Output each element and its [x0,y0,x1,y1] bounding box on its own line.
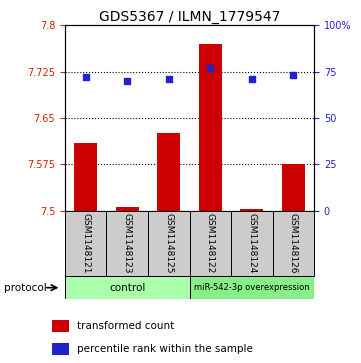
Bar [52,343,69,355]
Text: GSM1148121: GSM1148121 [81,213,90,273]
Text: GSM1148123: GSM1148123 [123,213,132,273]
Text: GSM1148122: GSM1148122 [206,213,215,273]
Bar [190,276,314,299]
Bar [106,211,148,276]
Text: GSM1148124: GSM1148124 [247,213,256,273]
Text: miR-542-3p overexpression: miR-542-3p overexpression [194,283,310,292]
Bar [199,44,222,211]
Bar [157,133,180,211]
Title: GDS5367 / ILMN_1779547: GDS5367 / ILMN_1779547 [99,11,280,24]
Bar [282,164,305,211]
Point [83,74,89,80]
Bar [65,211,106,276]
Point [290,73,296,78]
Text: GSM1148125: GSM1148125 [164,213,173,273]
Point [249,76,255,82]
Text: GSM1148126: GSM1148126 [289,213,298,273]
Point [124,78,130,84]
Bar [74,143,97,211]
Bar [240,209,263,211]
Bar [231,211,273,276]
Bar [148,211,190,276]
Text: transformed count: transformed count [77,321,174,331]
Bar [116,208,139,211]
Text: percentile rank within the sample: percentile rank within the sample [77,344,253,354]
Point [208,65,213,71]
Text: protocol: protocol [4,283,46,293]
Bar [65,276,190,299]
Text: control: control [109,283,145,293]
Bar [190,211,231,276]
Bar [52,320,69,333]
Bar [273,211,314,276]
Point [166,76,172,82]
